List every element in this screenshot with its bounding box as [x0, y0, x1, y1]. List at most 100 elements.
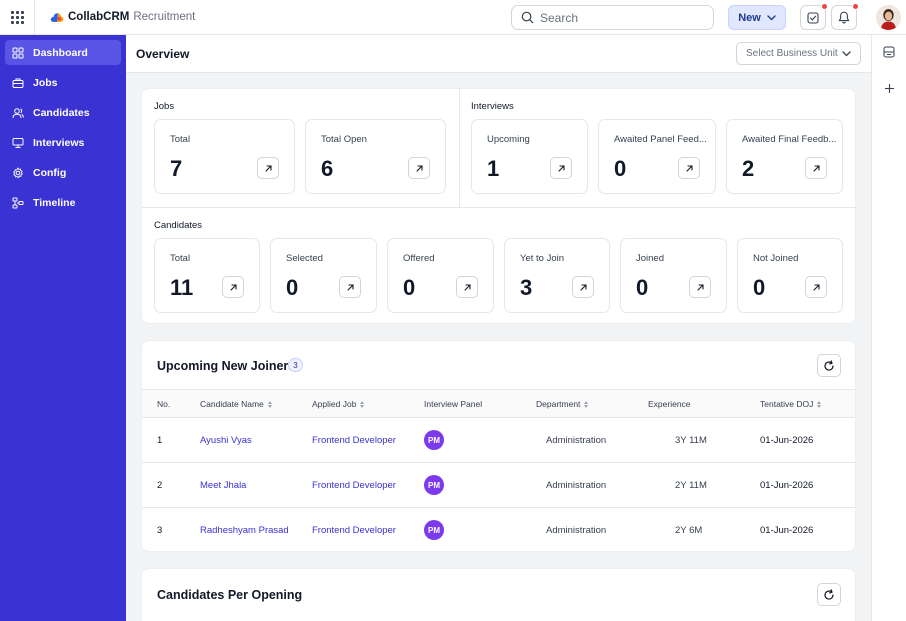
stat-value: 0 [753, 275, 766, 300]
stat-label: Total Open [321, 134, 367, 145]
top-bar: CollabCRM Recruitment New [0, 0, 906, 35]
refresh-icon [824, 588, 834, 600]
stat-label: Not Joined [753, 253, 799, 264]
open-details-button[interactable] [257, 157, 279, 179]
stat-card-interviews-upcoming: Upcoming 1 [471, 119, 588, 194]
applied-job-link[interactable]: Frontend Developer [312, 435, 396, 446]
panel-avatar[interactable]: PM [424, 475, 444, 495]
stat-value: 0 [286, 275, 299, 300]
stat-value: 0 [614, 156, 627, 181]
refresh-joiners-button[interactable] [817, 354, 841, 377]
arrow-up-right-icon [812, 164, 820, 172]
arrow-up-right-icon [696, 283, 704, 291]
cell-doj: 01-Jun-2026 [760, 435, 814, 446]
stat-card-candidates-total: Total 11 [154, 238, 260, 313]
brand[interactable]: CollabCRM Recruitment [50, 11, 195, 23]
sidebar: Dashboard Jobs Candidates Interviews Con… [0, 35, 126, 621]
open-details-button[interactable] [408, 157, 430, 179]
stat-value: 0 [403, 275, 416, 300]
business-unit-placeholder: Select Business Unit [746, 48, 838, 59]
sidebar-item-jobs[interactable]: Jobs [5, 70, 121, 95]
arrow-up-right-icon [812, 283, 820, 291]
stat-value: 3 [520, 275, 533, 300]
open-details-button[interactable] [689, 276, 711, 298]
candidates-section-label: Candidates [154, 220, 203, 231]
user-photo-icon [876, 5, 901, 30]
candidate-name-link[interactable]: Radheshyam Prasad [200, 525, 289, 536]
stat-value: 6 [321, 156, 334, 181]
stat-card-interviews-final-feedback: Awaited Final Feedb... 2 [726, 119, 843, 194]
tasks-button[interactable] [800, 3, 828, 30]
sidebar-item-label: Interviews [33, 136, 85, 149]
column-header-candidate-name[interactable]: Candidate Name [200, 399, 272, 409]
open-details-button[interactable] [456, 276, 478, 298]
stat-label: Offered [403, 253, 435, 264]
column-header-applied-job[interactable]: Applied Job [312, 399, 365, 409]
applied-job-link[interactable]: Frontend Developer [312, 480, 396, 491]
layout-panel-icon [883, 46, 895, 58]
cell-no: 3 [157, 525, 163, 536]
cell-department: Administration [546, 480, 607, 491]
arrow-up-right-icon [579, 283, 587, 291]
page-title: Overview [136, 46, 190, 61]
arrow-up-right-icon [557, 164, 565, 172]
sidebar-item-candidates[interactable]: Candidates [5, 100, 121, 125]
stat-card-jobs-total: Total 7 [154, 119, 295, 194]
stat-card-candidates-selected: Selected 0 [270, 238, 377, 313]
search-box[interactable] [511, 5, 714, 30]
table-row[interactable]: 1 Ayushi Vyas Frontend Developer PM Admi… [142, 418, 855, 463]
add-widget-button[interactable] [882, 81, 896, 95]
cell-experience: 3Y 11M [675, 435, 707, 446]
joiners-title: Upcoming New Joiners [157, 359, 296, 373]
sidebar-item-timeline[interactable]: Timeline [5, 190, 121, 215]
applied-job-link[interactable]: Frontend Developer [312, 525, 396, 536]
sidebar-item-label: Config [33, 166, 67, 179]
panel-toggle-button[interactable] [882, 45, 896, 59]
monitor-icon [12, 137, 24, 148]
column-header-interview-panel: Interview Panel [424, 399, 483, 409]
cloud-logo-icon [50, 13, 64, 22]
right-rail [871, 35, 906, 621]
search-input[interactable] [540, 10, 700, 25]
avatar[interactable] [876, 5, 901, 30]
arrow-up-right-icon [415, 164, 423, 172]
table-header: No. Candidate Name Applied Job Interview… [142, 389, 855, 418]
sidebar-item-interviews[interactable]: Interviews [5, 130, 121, 155]
main-content: Overview Select Business Unit Jobs Inter… [126, 35, 871, 621]
candidate-name-link[interactable]: Meet Jhala [200, 480, 247, 491]
candidates-per-opening-card: Candidates Per Opening [141, 568, 856, 621]
business-unit-select[interactable]: Select Business Unit [736, 42, 861, 65]
table-row[interactable]: 2 Meet Jhala Frontend Developer PM Admin… [142, 463, 855, 508]
column-header-tentative-doj[interactable]: Tentative DOJ [760, 399, 822, 409]
open-details-button[interactable] [572, 276, 594, 298]
sidebar-item-config[interactable]: Config [5, 160, 121, 185]
open-details-button[interactable] [222, 276, 244, 298]
plus-icon [884, 83, 894, 93]
timeline-icon [12, 197, 24, 208]
candidate-name-link[interactable]: Ayushi Vyas [200, 435, 252, 446]
panel-avatar[interactable]: PM [424, 430, 444, 450]
cell-doj: 01-Jun-2026 [760, 525, 814, 536]
stat-label: Awaited Panel Feed... [614, 134, 707, 145]
refresh-openings-button[interactable] [817, 583, 841, 606]
stat-value: 11 [170, 275, 194, 300]
stat-value: 2 [742, 156, 755, 181]
app-launcher-button[interactable] [0, 0, 35, 35]
open-details-button[interactable] [550, 157, 572, 179]
open-details-button[interactable] [805, 276, 827, 298]
section-divider [459, 89, 460, 207]
open-details-button[interactable] [678, 157, 700, 179]
stat-card-candidates-offered: Offered 0 [387, 238, 494, 313]
sidebar-item-label: Jobs [33, 76, 58, 89]
panel-avatar[interactable]: PM [424, 520, 444, 540]
notifications-button[interactable] [831, 3, 859, 30]
open-details-button[interactable] [339, 276, 361, 298]
cell-department: Administration [546, 435, 607, 446]
section-divider [142, 207, 857, 208]
sidebar-item-dashboard[interactable]: Dashboard [5, 40, 121, 65]
table-row[interactable]: 3 Radheshyam Prasad Frontend Developer P… [142, 508, 855, 553]
open-details-button[interactable] [805, 157, 827, 179]
new-button[interactable]: New [728, 5, 786, 30]
cell-no: 2 [157, 480, 163, 491]
column-header-department[interactable]: Department [536, 399, 589, 409]
